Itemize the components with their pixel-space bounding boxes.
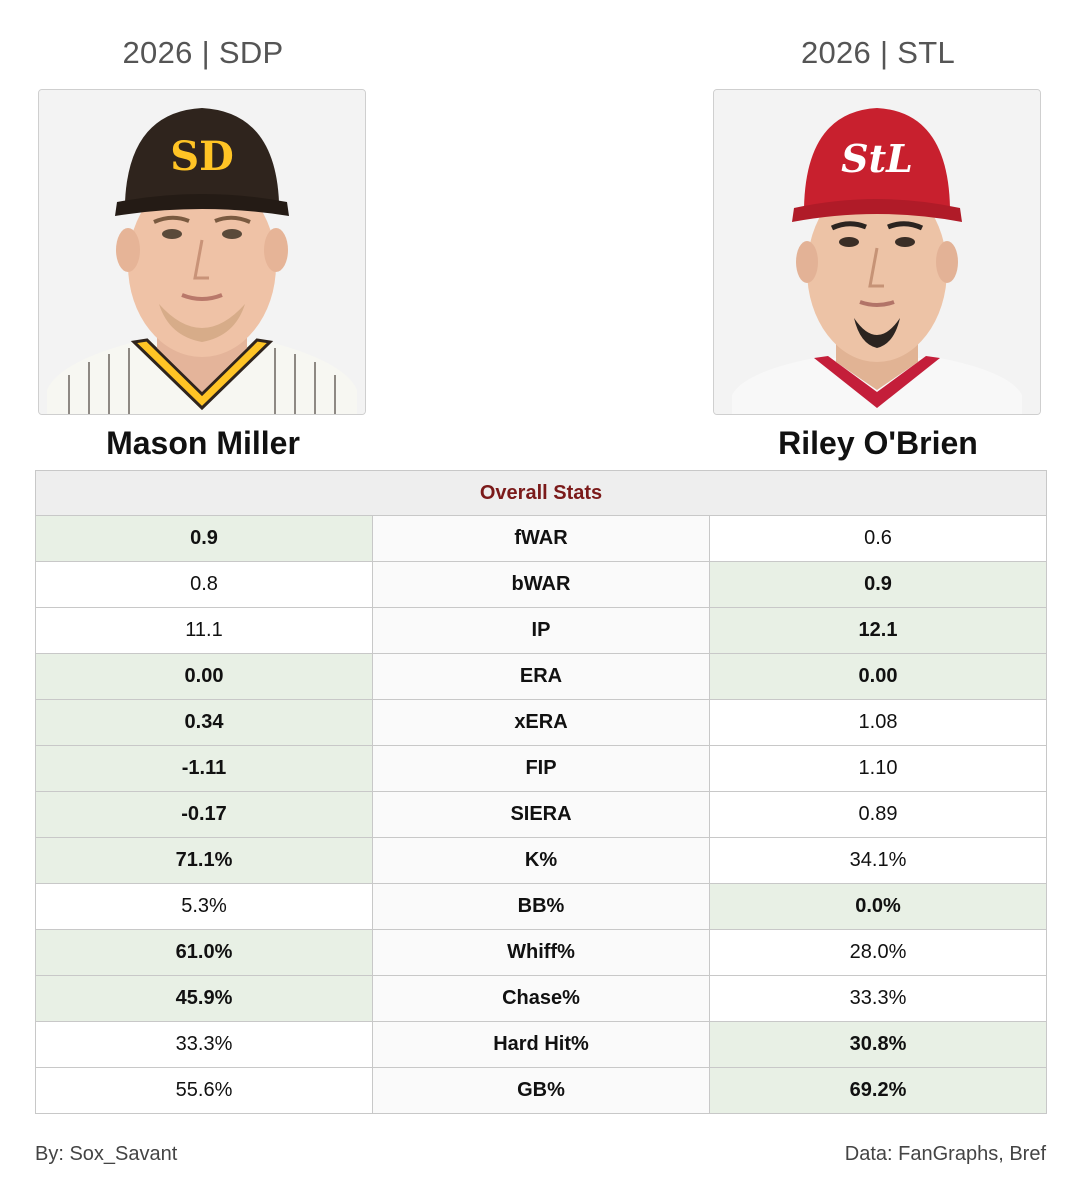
right-stat-value: 0.89	[708, 791, 1048, 838]
stat-label: GB%	[372, 1067, 710, 1114]
table-row: 11.1 IP 12.1	[35, 607, 1048, 654]
stat-label: FIP	[372, 745, 710, 792]
table-row: -0.17 SIERA 0.89	[35, 791, 1048, 838]
right-stat-value: 12.1	[708, 607, 1048, 654]
left-stat-value: 0.9	[35, 515, 373, 562]
table-row: 0.34 xERA 1.08	[35, 699, 1048, 746]
stats-comparison-table: Overall Stats 0.9 fWAR 0.6 0.8 bWAR 0.9 11.1 IP…	[34, 470, 1048, 1114]
right-season-team: 2026 | STL	[800, 35, 956, 70]
stat-label: ERA	[372, 653, 710, 700]
stats-body: 0.9 fWAR 0.6 0.8 bWAR 0.9 11.1 IP 12.1 0.00 ERA 0.0…	[35, 515, 1048, 1114]
right-stat-value: 0.0%	[708, 883, 1048, 930]
table-row: 45.9% Chase% 33.3%	[35, 975, 1048, 1022]
table-row: 5.3% BB% 0.0%	[35, 883, 1048, 930]
stat-label: xERA	[372, 699, 710, 746]
left-stat-value: 55.6%	[35, 1067, 373, 1114]
left-stat-value: 5.3%	[35, 883, 373, 930]
stat-label: bWAR	[372, 561, 710, 608]
stat-label: SIERA	[372, 791, 710, 838]
left-stat-value: 33.3%	[35, 1021, 373, 1068]
right-stat-value: 1.10	[708, 745, 1048, 792]
table-row: 33.3% Hard Hit% 30.8%	[35, 1021, 1048, 1068]
svg-text:SD: SD	[170, 133, 234, 180]
right-stat-value: 69.2%	[708, 1067, 1048, 1114]
stat-label: K%	[372, 837, 710, 884]
right-player-name: Riley O'Brien	[778, 425, 978, 461]
right-stat-value: 30.8%	[708, 1021, 1048, 1068]
stat-label: Whiff%	[372, 929, 710, 976]
left-player-photo: SD	[38, 89, 366, 415]
left-season-team: 2026 | SDP	[122, 35, 284, 70]
left-stat-value: -1.11	[35, 745, 373, 792]
left-player-panel: 2026 | SDP	[38, 0, 368, 462]
right-stat-value: 33.3%	[708, 975, 1048, 1022]
right-player-panel: 2026 | STL StL	[713, 0, 1043, 462]
table-row: 71.1% K% 34.1%	[35, 837, 1048, 884]
stat-label: fWAR	[372, 515, 710, 562]
stat-label: IP	[372, 607, 710, 654]
table-row: -1.11 FIP 1.10	[35, 745, 1048, 792]
left-stat-value: 11.1	[35, 607, 373, 654]
left-stat-value: -0.17	[35, 791, 373, 838]
right-stat-value: 0.9	[708, 561, 1048, 608]
table-row: 0.00 ERA 0.00	[35, 653, 1048, 700]
right-stat-value: 0.6	[708, 515, 1048, 562]
svg-text:StL: StL	[841, 136, 913, 181]
table-row: 55.6% GB% 69.2%	[35, 1067, 1048, 1114]
table-header-row: Overall Stats	[34, 470, 1048, 516]
table-row: 61.0% Whiff% 28.0%	[35, 929, 1048, 976]
right-player-photo: StL	[713, 89, 1041, 415]
left-stat-value: 0.34	[35, 699, 373, 746]
right-stat-value: 1.08	[708, 699, 1048, 746]
left-stat-value: 0.8	[35, 561, 373, 608]
table-title: Overall Stats	[34, 470, 1048, 516]
left-stat-value: 61.0%	[35, 929, 373, 976]
right-stat-value: 34.1%	[708, 837, 1048, 884]
left-stat-value: 0.00	[35, 653, 373, 700]
stat-label: BB%	[372, 883, 710, 930]
table-row: 0.9 fWAR 0.6	[35, 515, 1048, 562]
left-stat-value: 71.1%	[35, 837, 373, 884]
data-source-credit: Data: FanGraphs, Bref	[844, 1143, 1046, 1165]
stat-label: Chase%	[372, 975, 710, 1022]
table-row: 0.8 bWAR 0.9	[35, 561, 1048, 608]
author-credit: By: Sox_Savant	[35, 1143, 178, 1165]
right-stat-value: 28.0%	[708, 929, 1048, 976]
right-stat-value: 0.00	[708, 653, 1048, 700]
left-player-name: Mason Miller	[106, 425, 300, 461]
stat-label: Hard Hit%	[372, 1021, 710, 1068]
left-stat-value: 45.9%	[35, 975, 373, 1022]
